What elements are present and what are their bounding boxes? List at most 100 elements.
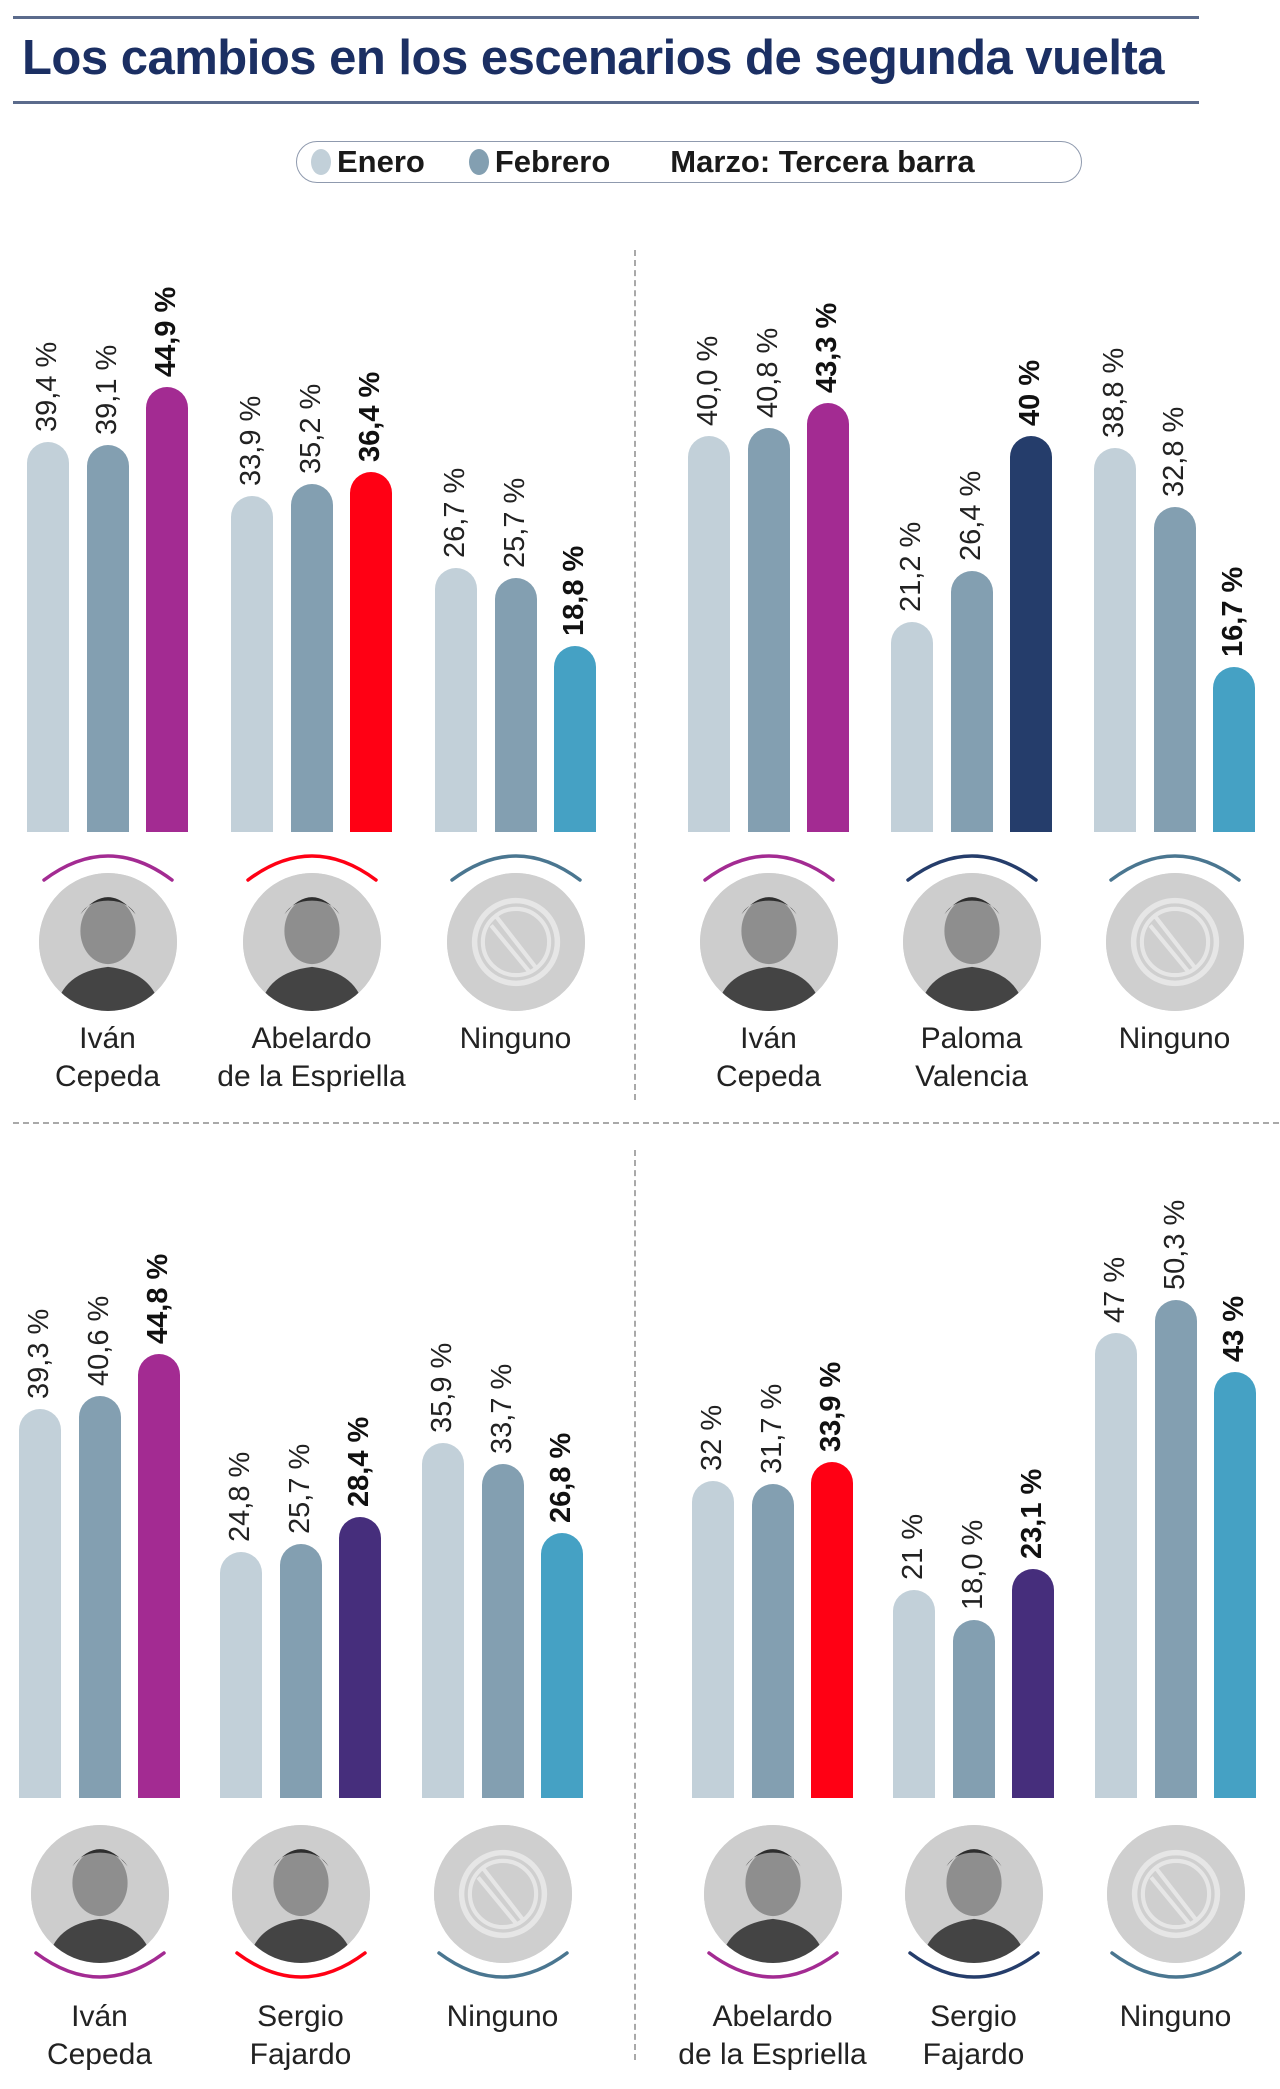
bar-value-label: 16,7 % (1217, 566, 1249, 657)
bar-enero (220, 1552, 262, 1798)
candidate-name-line: Fajardo (922, 2038, 1025, 2071)
candidate-name: Iván Cepeda (659, 1020, 879, 1096)
title-rule-top (13, 16, 1199, 19)
legend-item-enero: Enero (311, 144, 425, 180)
bar-value-label: 47 % (1099, 1256, 1131, 1323)
candidate-name: Ninguno (393, 1998, 613, 2074)
candidate-photo-sergio-fajardo (904, 1825, 1043, 1963)
candidate-photo-ivan-cepeda (30, 1825, 169, 1963)
candidate-name-line: Abelardo (712, 2000, 833, 2033)
bar-enero (1095, 1332, 1137, 1798)
candidate-name-line (406, 1058, 626, 1096)
legend-item-marzo: Marzo: Tercera barra (670, 144, 974, 180)
bar-enero (688, 436, 730, 832)
bar-enero (231, 496, 273, 832)
bar-marzo (1214, 1372, 1256, 1798)
accent-arc (245, 846, 379, 882)
accent-arc (234, 1951, 368, 1987)
accent-arc (907, 1951, 1041, 1987)
candidate-name-line (393, 2036, 613, 2074)
candidate-name-line: Cepeda (715, 1060, 822, 1093)
bar-enero (19, 1408, 61, 1798)
bar-febrero (952, 1619, 995, 1798)
candidate-name-line: Ninguno (446, 2000, 559, 2033)
page-title: Los cambios en los escenarios de segunda… (22, 31, 1165, 85)
bar-enero (692, 1481, 734, 1798)
candidate-name-line: Sergio (257, 2000, 344, 2033)
bar-value-label: 32,8 % (1157, 406, 1190, 498)
bar-febrero (290, 483, 333, 832)
bar-marzo (807, 403, 849, 832)
legend-dot-febrero-icon (468, 149, 489, 175)
bar-value-label: 33,9 % (235, 396, 267, 487)
bar-value-label: 38,8 % (1098, 347, 1130, 438)
bar-value-label: 43,3 % (811, 303, 843, 394)
bar-value-label: 25,7 % (283, 1443, 316, 1534)
bar-value-label: 21,2 % (895, 521, 927, 613)
candidate-name-line: Ninguno (459, 1022, 572, 1055)
bar-value-label: 31,7 % (755, 1383, 788, 1475)
candidate-name-line: de la Espriella (217, 1060, 406, 1093)
candidate-name-line: Abelardo (251, 1022, 372, 1055)
candidate-name-line: Ninguno (1119, 2000, 1232, 2033)
bar-value-label: 32 % (696, 1405, 728, 1472)
candidate-name: Abelardo de la Espriella (202, 1020, 422, 1096)
bar-value-label: 39,1 % (90, 344, 123, 435)
candidate-name: Sergio Fajardo (191, 1998, 411, 2074)
bar-value-label: 23,1 % (1016, 1469, 1048, 1560)
bar-marzo (811, 1462, 853, 1798)
no-candidate-icon (1105, 873, 1244, 1011)
accent-arc (905, 846, 1039, 882)
accent-arc (702, 846, 836, 882)
accent-arc (1108, 846, 1242, 882)
legend: Enero Febrero Marzo: Tercera barra (296, 141, 1082, 183)
bar-febrero (86, 444, 129, 832)
bar-value-label: 18,0 % (956, 1519, 989, 1610)
bar-marzo (146, 387, 188, 832)
bar-value-label: 40,8 % (751, 327, 784, 419)
accent-arc (33, 1951, 167, 1987)
bar-febrero (279, 1543, 322, 1798)
bar-value-label: 50,3 % (1158, 1199, 1191, 1291)
divider-horizontal (13, 1122, 1279, 1124)
bar-marzo (339, 1516, 381, 1798)
bar-value-label: 39,3 % (23, 1308, 55, 1399)
bar-value-label: 25,7 % (498, 477, 531, 568)
no-candidate-icon (446, 873, 585, 1011)
candidate-name-line (1065, 1058, 1280, 1096)
divider-vertical-top (634, 250, 636, 1100)
bar-enero (27, 441, 69, 832)
candidate-name: Iván Cepeda (0, 1020, 218, 1096)
bar-marzo (350, 471, 392, 832)
bar-value-label: 21 % (897, 1513, 929, 1581)
bar-febrero (481, 1464, 524, 1798)
bar-enero (891, 622, 933, 832)
bar-febrero (1153, 507, 1196, 832)
bar-value-label: 44,9 % (150, 287, 182, 378)
bar-febrero (1154, 1300, 1197, 1798)
candidate-photo-ivan-cepeda (699, 873, 838, 1011)
bar-marzo (138, 1354, 180, 1798)
candidate-name-line: Iván (79, 1022, 136, 1055)
legend-label-enero: Enero (337, 144, 425, 179)
candidate-photo-abelardo-de-la-espriella (703, 1825, 842, 1963)
candidate-name-line: Fajardo (249, 2038, 352, 2071)
bar-value-label: 26,8 % (545, 1432, 577, 1523)
bar-febrero (950, 570, 993, 832)
candidate-name-line: Cepeda (46, 2038, 153, 2071)
candidate-name-line: Paloma (920, 1022, 1023, 1055)
legend-dot-enero-icon (311, 149, 331, 175)
candidate-name: Ninguno (1065, 1020, 1280, 1096)
candidate-name-line (1066, 2036, 1280, 2074)
bar-marzo (1213, 666, 1255, 832)
legend-label-febrero: Febrero (494, 144, 611, 179)
bar-febrero (78, 1396, 121, 1798)
bar-value-label: 44,8 % (142, 1254, 174, 1345)
bar-value-label: 43 % (1218, 1296, 1250, 1363)
bar-value-label: 26,7 % (439, 467, 471, 558)
candidate-name: Iván Cepeda (0, 1998, 210, 2074)
bar-value-label: 18,8 % (558, 545, 590, 636)
candidate-name-line: Iván (740, 1022, 797, 1055)
candidate-name-line: Cepeda (54, 1060, 161, 1093)
bar-value-label: 26,4 % (954, 470, 987, 561)
